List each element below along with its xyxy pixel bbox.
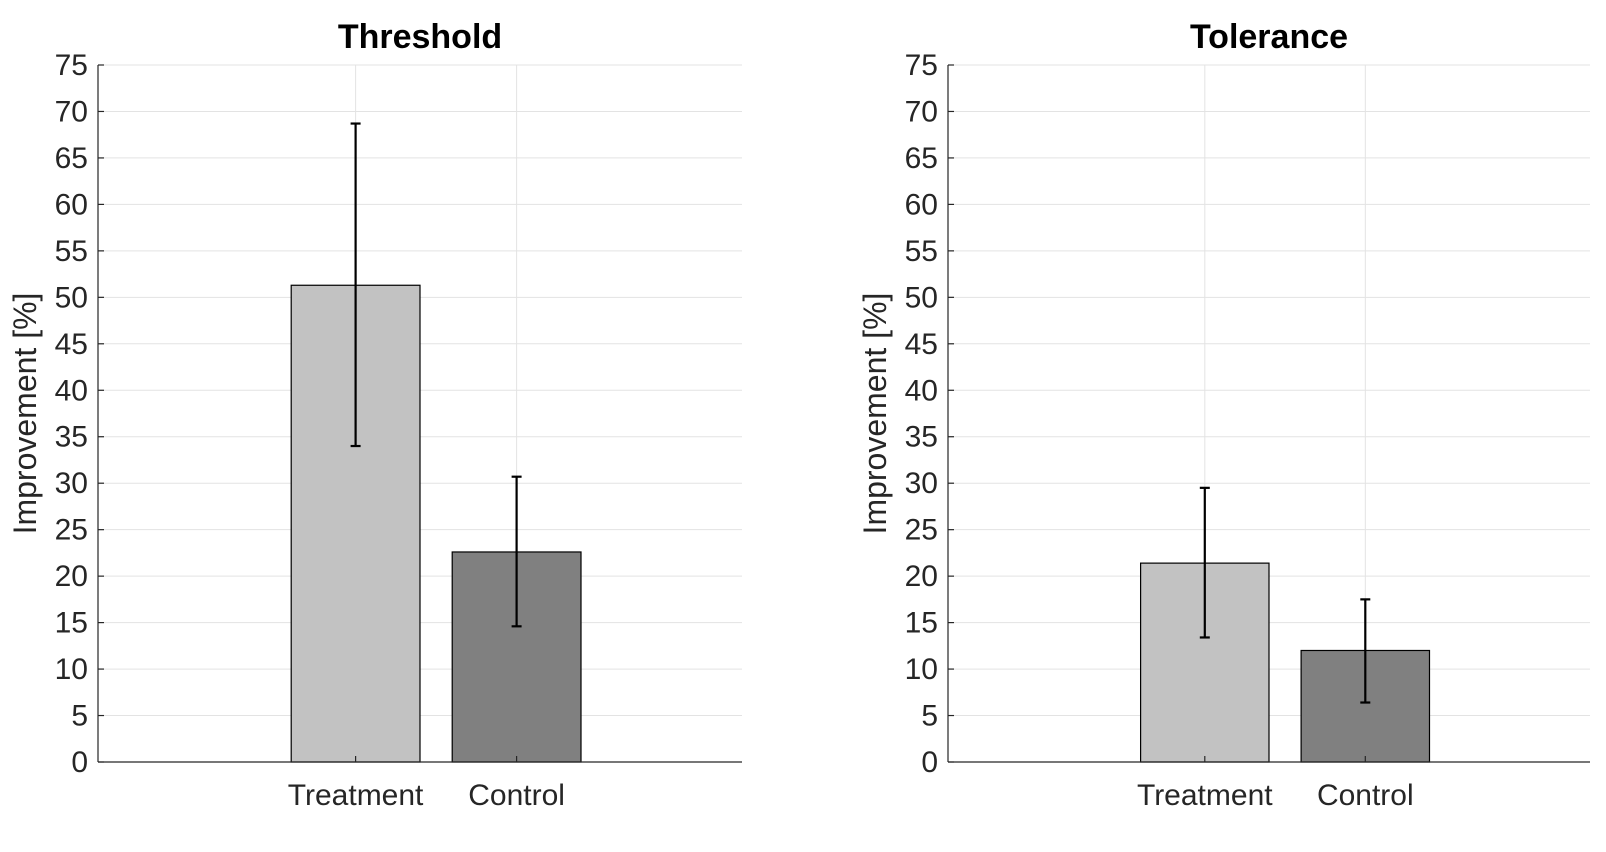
y-tick-label: 0 [921, 746, 938, 779]
y-axis-label: Improvement [%] [7, 293, 43, 535]
y-tick-label: 65 [55, 142, 88, 175]
x-tick-label-treatment: Treatment [288, 779, 424, 812]
y-tick-label: 65 [905, 142, 938, 175]
y-axis-label: Improvement [%] [857, 293, 893, 535]
y-tick-label: 35 [905, 421, 938, 454]
x-tick-label-treatment: Treatment [1137, 779, 1273, 812]
error-bar-control [1360, 598, 1371, 704]
threshold-panel: 0 5 10 15 20 25 30 35 40 45 50 55 60 65 70 75 Treatment C… [7, 18, 742, 812]
y-tick-label: 40 [55, 374, 88, 407]
y-tick-label: 50 [55, 281, 88, 314]
y-tick-label: 25 [905, 514, 938, 547]
x-tick-label-control: Control [468, 779, 565, 812]
y-tick-label: 15 [55, 607, 88, 640]
chart-title: Threshold [338, 18, 502, 56]
y-tick-label: 75 [905, 49, 938, 82]
y-tick-label: 45 [55, 328, 88, 361]
y-tick-label: 5 [71, 700, 88, 733]
x-tick-label-control: Control [1317, 779, 1414, 812]
y-tick-label: 60 [55, 188, 88, 221]
y-tick-label: 20 [55, 560, 88, 593]
y-tick-label: 75 [55, 49, 88, 82]
chart-title: Tolerance [1190, 18, 1348, 56]
y-tick-label: 15 [905, 607, 938, 640]
y-tick-label: 40 [905, 374, 938, 407]
y-tick-label: 45 [905, 328, 938, 361]
y-tick-label: 70 [905, 95, 938, 128]
y-tick-label: 70 [55, 95, 88, 128]
error-bar-treatment [1199, 486, 1210, 639]
y-tick-label: 10 [905, 653, 938, 686]
error-bar-treatment [350, 122, 361, 448]
y-tick-label: 30 [905, 467, 938, 500]
y-tick-label: 5 [921, 700, 938, 733]
y-tick-label: 0 [71, 746, 88, 779]
y-tick-label: 25 [55, 514, 88, 547]
y-tick-label: 35 [55, 421, 88, 454]
tolerance-panel: 0 5 10 15 20 25 30 35 40 45 50 55 60 65 70 75 Treatment C… [857, 18, 1590, 812]
error-bar-control [511, 475, 522, 628]
y-tick-label: 50 [905, 281, 938, 314]
y-tick-label: 10 [55, 653, 88, 686]
y-tick-label: 30 [55, 467, 88, 500]
y-tick-label: 20 [905, 560, 938, 593]
y-tick-label: 55 [905, 235, 938, 268]
y-tick-label: 55 [55, 235, 88, 268]
y-tick-label: 60 [905, 188, 938, 221]
